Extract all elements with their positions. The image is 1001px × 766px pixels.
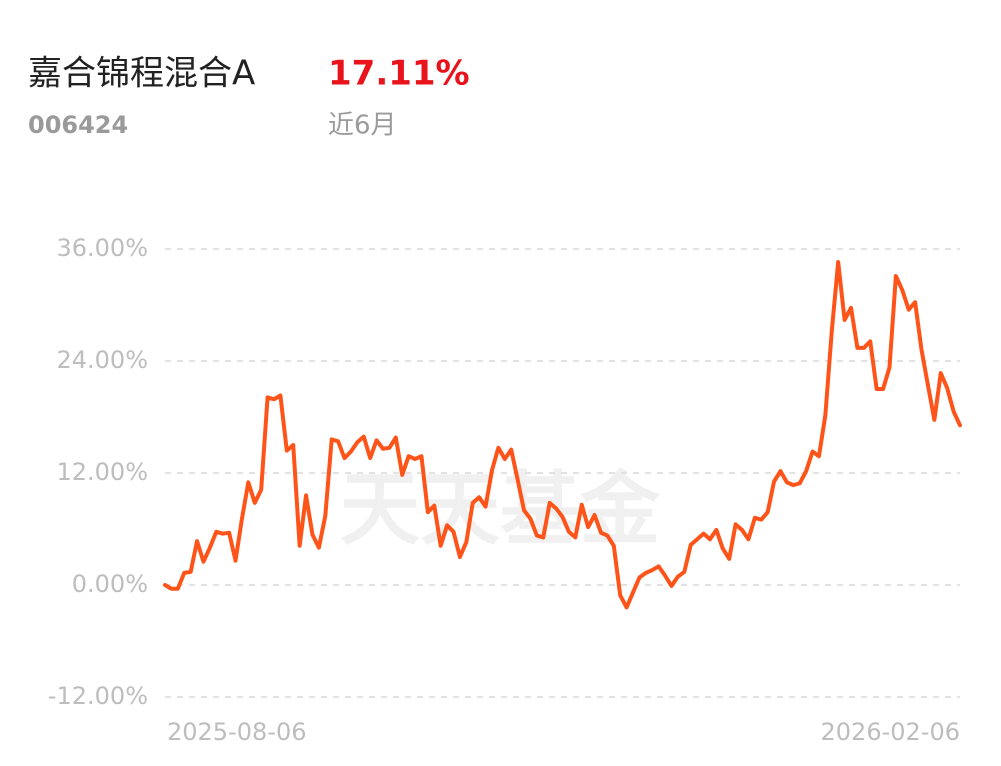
fund-code: 006424	[28, 111, 128, 139]
return-line	[163, 260, 962, 610]
y-tick-label: 36.00%	[56, 234, 148, 262]
fund-name: 嘉合锦程混合A	[28, 54, 255, 94]
period: 近6月	[328, 111, 397, 141]
watermark: 天天基金	[340, 463, 661, 556]
return-value: 17.11%	[328, 54, 470, 94]
x-tick-label: 2025-08-06	[167, 718, 306, 746]
y-tick-label: 0.00%	[72, 570, 148, 598]
y-tick-label: 24.00%	[56, 346, 148, 374]
y-tick-label: 12.00%	[56, 458, 148, 486]
x-tick-label: 2026-02-06	[821, 718, 960, 746]
y-tick-label: -12.00%	[48, 682, 148, 710]
